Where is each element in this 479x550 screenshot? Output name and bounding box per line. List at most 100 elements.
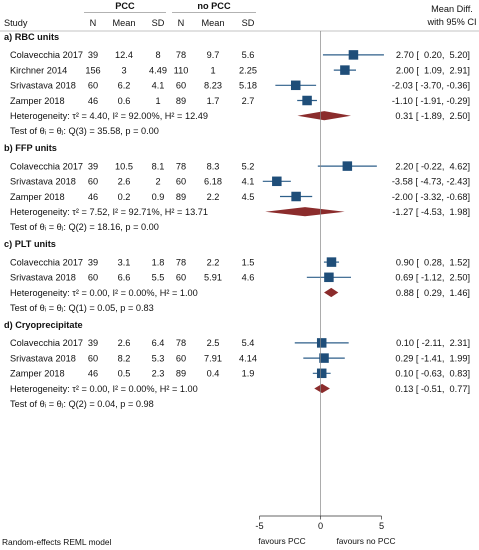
x-axis: -5 0 5	[255, 31, 384, 531]
study-n1: 39	[88, 257, 98, 267]
study-mean2: 2.5	[207, 338, 220, 348]
study-sd1: 4.49	[149, 65, 167, 75]
study-mean2: 2.2	[207, 192, 220, 202]
homogeneity-test: Test of θᵢ = θⱼ: Q(2) = 18.16, p = 0.00	[10, 222, 159, 232]
column-header-n1: N	[90, 18, 97, 28]
effect-marker	[316, 368, 327, 379]
study-mean2: 1	[210, 65, 215, 75]
effect-estimate: 0.90 [ 0.28, 1.52]	[396, 257, 470, 267]
study-name: Zamper 2018	[10, 192, 65, 202]
homogeneity-test: Test of θᵢ = θⱼ: Q(1) = 0.05, p = 0.83	[10, 303, 154, 313]
study-name: Zamper 2018	[10, 96, 65, 106]
x-tick-label: -5	[255, 521, 263, 531]
study-mean1: 0.2	[118, 192, 131, 202]
x-tick-label: 0	[318, 521, 323, 531]
study-mean1: 10.5	[115, 161, 133, 171]
heterogeneity-text: Heterogeneity: τ² = 7.52, I² = 92.71%, H…	[10, 207, 208, 217]
study-mean1: 2.6	[118, 177, 131, 187]
subgroup-title: a) RBC units	[4, 32, 59, 42]
study-sd1: 5.5	[152, 273, 165, 283]
study-sd2: 5.4	[242, 338, 255, 348]
effect-marker	[302, 95, 312, 106]
effect-estimate: 2.70 [ 0.20, 5.20]	[396, 50, 470, 60]
effect-estimate: 2.20 [ -0.22, 4.62]	[395, 161, 470, 171]
homogeneity-test: Test of θᵢ = θⱼ: Q(3) = 35.58, p = 0.00	[10, 126, 159, 136]
subgroup-title: c) PLT units	[4, 239, 56, 249]
heterogeneity-text: Heterogeneity: τ² = 0.00, I² = 0.00%, H²…	[10, 384, 198, 394]
effect-marker	[291, 191, 301, 202]
effect-estimate: 0.10 [ -2.11, 2.31]	[396, 338, 470, 348]
study-n2: 60	[176, 81, 186, 91]
study-mean1: 6.6	[118, 273, 131, 283]
x-axis-ticks: -5 0 5	[255, 516, 384, 531]
plot-header: PCC no PCC Study N Mean SD N Mean SD Mea…	[0, 1, 479, 32]
effect-marker	[316, 338, 327, 348]
study-n1: 46	[88, 96, 98, 106]
study-n2: 78	[176, 338, 186, 348]
study-sd2: 2.25	[239, 65, 257, 75]
column-header-n2: N	[178, 18, 185, 28]
study-sd1: 0.9	[152, 192, 165, 202]
column-header-sd1: SD	[152, 18, 165, 28]
favours-left-label: favours PCC	[258, 536, 305, 546]
study-sd2: 5.2	[242, 161, 255, 171]
column-header-mean1: Mean	[113, 18, 136, 28]
pooled-estimate: 0.13 [ -0.51, 0.77]	[395, 384, 470, 394]
effect-marker	[272, 176, 282, 187]
study-n2: 78	[176, 257, 186, 267]
pooled-estimate: 0.88 [ 0.29, 1.46]	[396, 288, 470, 298]
homogeneity-test: Test of θᵢ = θⱼ: Q(2) = 0.04, p = 0.98	[10, 399, 154, 409]
favours-right-label: favours no PCC	[336, 536, 395, 546]
pooled-estimate: 0.31 [ -1.89, 2.50]	[395, 111, 470, 121]
study-mean2: 7.91	[204, 353, 222, 363]
study-sd1: 1.8	[152, 257, 165, 267]
study-n2: 78	[176, 161, 186, 171]
column-header-study: Study	[4, 18, 28, 28]
effect-estimate: 0.10 [ -0.63, 0.83]	[395, 369, 470, 379]
study-sd2: 4.5	[242, 192, 255, 202]
study-n2: 110	[174, 65, 189, 75]
study-n1: 156	[85, 65, 100, 75]
study-name: Srivastava 2018	[10, 353, 76, 363]
effect-marker	[348, 50, 359, 60]
study-sd2: 1.9	[242, 369, 255, 379]
forest-rows: a) RBC units Colavecchia 2017 39 12.4 8 78 9.7…	[4, 32, 470, 409]
study-n1: 39	[88, 50, 98, 60]
study-name: Colavecchia 2017	[10, 257, 83, 267]
study-sd1: 6.4	[152, 338, 165, 348]
study-sd1: 4.1	[152, 81, 165, 91]
study-mean1: 0.6	[118, 96, 131, 106]
study-sd2: 5.6	[242, 50, 255, 60]
study-sd1: 2.3	[152, 369, 165, 379]
study-sd2: 4.6	[242, 273, 255, 283]
study-mean2: 5.91	[204, 273, 222, 283]
subgroup-title: d) Cryoprecipitate	[4, 320, 83, 330]
study-n2: 60	[176, 273, 186, 283]
pooled-estimate: -1.27 [ -4.53, 1.98]	[392, 207, 470, 217]
study-n1: 39	[88, 338, 98, 348]
heterogeneity-text: Heterogeneity: τ² = 0.00, I² = 0.00%, H²…	[10, 288, 198, 298]
column-header-mean2: Mean	[202, 18, 225, 28]
study-sd1: 1	[155, 96, 160, 106]
study-sd2: 4.1	[242, 177, 255, 187]
study-sd1: 2	[155, 177, 160, 187]
study-mean1: 0.5	[118, 369, 131, 379]
effect-marker	[340, 65, 350, 75]
study-n2: 89	[176, 369, 186, 379]
study-n2: 60	[176, 177, 186, 187]
footnote: Random-effects REML model	[2, 537, 112, 547]
study-n1: 46	[88, 192, 98, 202]
study-mean2: 6.18	[204, 177, 222, 187]
pooled-diamond	[314, 383, 330, 394]
group2-label: no PCC	[197, 1, 231, 11]
effect-estimate: -3.58 [ -4.73, -2.43]	[392, 177, 470, 187]
effect-estimate: 2.00 [ 1.09, 2.91]	[396, 65, 470, 75]
study-n2: 60	[176, 353, 186, 363]
subgroup-title: b) FFP units	[4, 143, 57, 153]
study-mean2: 8.3	[207, 161, 220, 171]
study-sd1: 5.3	[152, 353, 165, 363]
column-header-sd2: SD	[242, 18, 255, 28]
pooled-diamond	[324, 287, 339, 298]
study-name: Colavecchia 2017	[10, 161, 83, 171]
